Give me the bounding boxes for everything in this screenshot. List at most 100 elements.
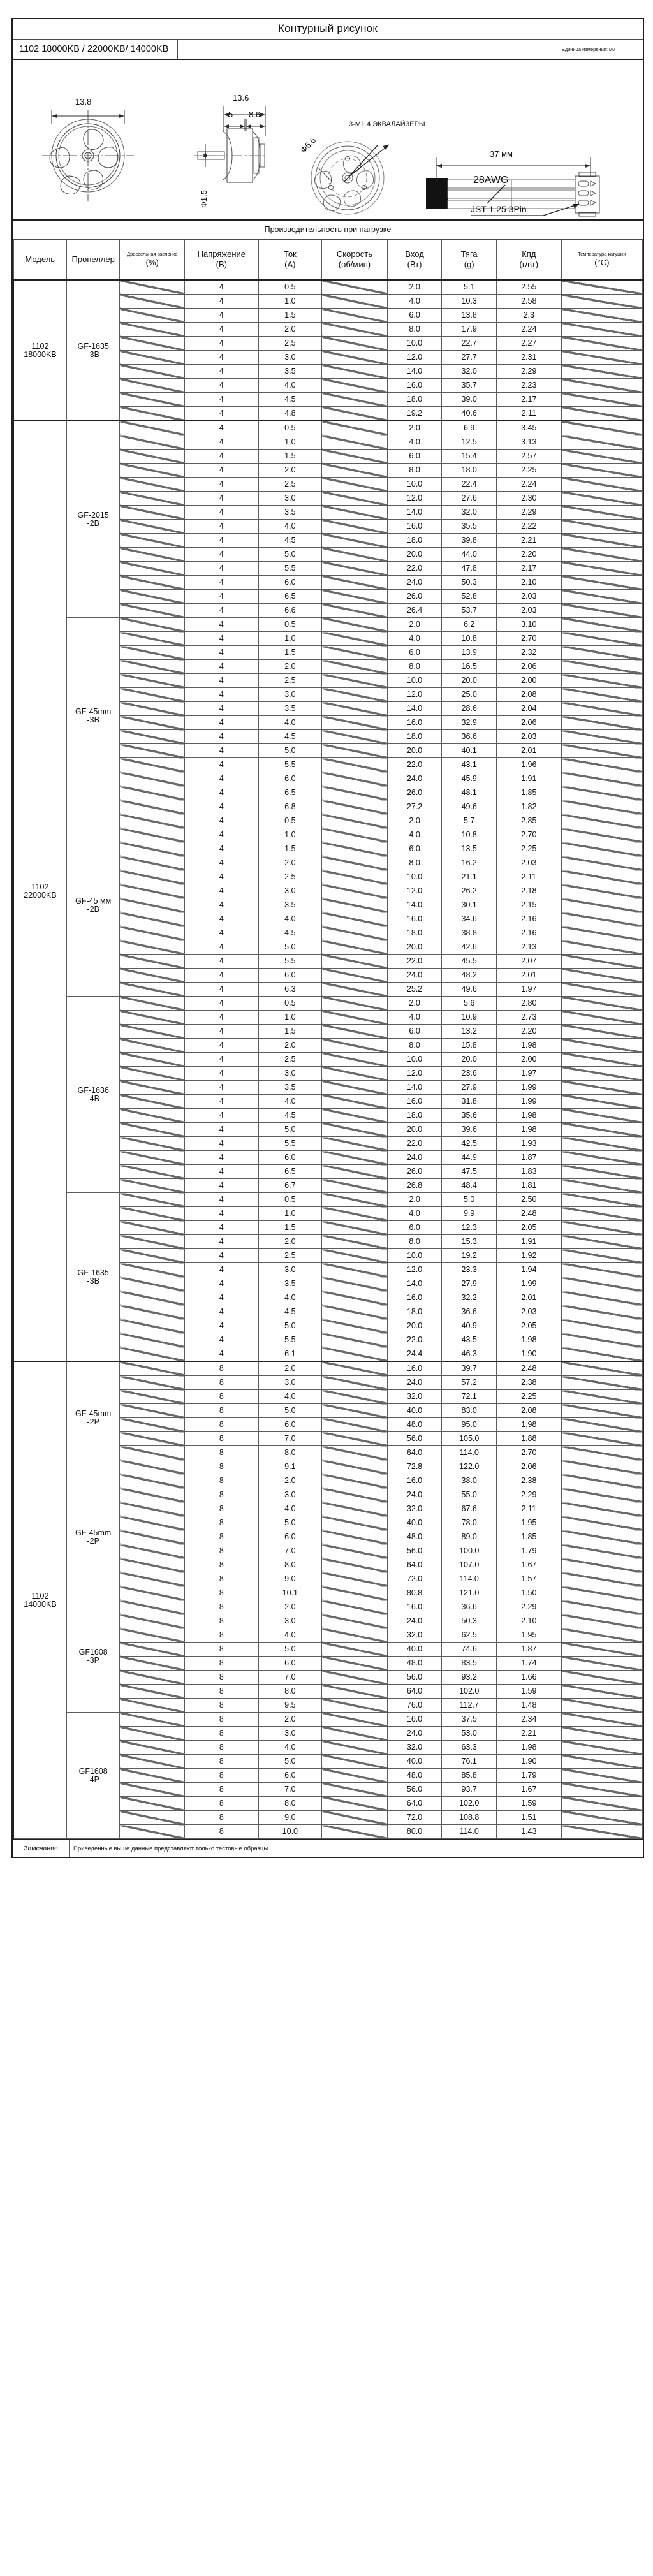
coil-temp-cell — [561, 1080, 643, 1095]
coil-temp-cell — [561, 1502, 643, 1516]
voltage-cell: 4 — [184, 420, 259, 435]
speed-cell — [321, 1670, 388, 1685]
voltage-cell: 4 — [184, 898, 259, 912]
speed-cell — [321, 1516, 388, 1530]
model-row: 1102 18000KB / 22000KB/ 14000KB Единица … — [13, 40, 643, 60]
input-power-cell: 12.0 — [386, 1066, 443, 1081]
thrust-cell: 49.6 — [441, 800, 497, 814]
label-dim-shaft-length: 5 — [228, 110, 233, 119]
input-power-cell: 32.0 — [386, 1740, 443, 1755]
efficiency-cell: 2.08 — [495, 1403, 562, 1418]
coil-temp-cell — [561, 1474, 643, 1488]
throttle-cell — [119, 449, 186, 464]
throttle-cell — [119, 1516, 186, 1530]
input-power-cell: 56.0 — [386, 1670, 443, 1685]
coil-temp-cell — [561, 336, 643, 351]
efficiency-cell: 2.58 — [495, 294, 562, 309]
input-power-cell: 12.0 — [386, 884, 443, 898]
thrust-cell: 18.0 — [441, 463, 497, 478]
voltage-cell: 8 — [184, 1474, 259, 1488]
efficiency-cell: 2.01 — [495, 743, 562, 758]
speed-cell — [321, 1810, 388, 1825]
speed-cell — [321, 884, 388, 898]
throttle-cell — [119, 1530, 186, 1544]
propeller-cell: GF-45 мм -2B — [66, 814, 121, 997]
voltage-cell: 4 — [184, 561, 259, 576]
throttle-cell — [119, 1796, 186, 1811]
throttle-cell — [119, 1740, 186, 1755]
throttle-cell — [119, 814, 186, 828]
thrust-cell: 22.4 — [441, 477, 497, 492]
input-power-cell: 40.0 — [386, 1516, 443, 1530]
input-power-cell: 10.0 — [386, 1248, 443, 1263]
table-row: 4 6.6 26.4 53.7 2.03 — [13, 603, 643, 618]
voltage-cell: 4 — [184, 1010, 259, 1025]
wire-harness — [426, 172, 600, 217]
current-cell: 6.0 — [258, 575, 323, 590]
voltage-cell: 4 — [184, 814, 259, 828]
voltage-cell: 4 — [184, 279, 259, 295]
speed-cell — [321, 715, 388, 730]
throttle-cell — [119, 1389, 186, 1404]
input-power-cell: 22.0 — [386, 954, 443, 969]
coil-temp-cell — [561, 954, 643, 969]
sheet-title: Контурный рисунок — [278, 22, 378, 34]
speed-cell — [321, 491, 388, 506]
current-cell: 6.5 — [258, 786, 323, 800]
efficiency-cell: 2.27 — [495, 336, 562, 351]
thrust-cell: 36.6 — [441, 729, 497, 744]
voltage-cell: 4 — [184, 491, 259, 506]
speed-cell — [321, 1600, 388, 1614]
thrust-cell: 44.0 — [441, 547, 497, 562]
input-power-cell: 12.0 — [386, 350, 443, 365]
efficiency-cell: 2.85 — [495, 814, 562, 828]
thrust-cell: 32.2 — [441, 1291, 497, 1305]
coil-temp-cell — [561, 1291, 643, 1305]
table-row: 4 2.0 8.0 15.3 1.91 — [13, 1234, 643, 1249]
throttle-cell — [119, 687, 186, 702]
motor-model-cell: 1102 18000KB — [12, 279, 67, 421]
speed-cell — [321, 589, 388, 604]
thrust-cell: 62.5 — [441, 1628, 497, 1643]
thrust-cell: 21.1 — [441, 870, 497, 884]
current-cell: 1.0 — [258, 1010, 323, 1025]
thrust-cell: 107.0 — [441, 1558, 497, 1572]
coil-temp-cell — [561, 1445, 643, 1460]
efficiency-cell: 1.87 — [495, 1150, 562, 1165]
dim-shaft-5 — [223, 119, 246, 131]
throttle-cell — [119, 1474, 186, 1488]
throttle-cell — [119, 1333, 186, 1347]
speed-cell — [321, 519, 388, 534]
table-row: 1102 14000KB GF-45mm -2P 8 2.0 16.0 39.7 2.48 — [12, 1361, 643, 1839]
throttle-cell — [119, 996, 186, 1011]
current-cell: 5.5 — [258, 1333, 323, 1347]
thrust-cell: 52.8 — [441, 589, 497, 604]
speed-cell — [321, 1698, 388, 1713]
column-header-unit: (об/мин) — [338, 259, 371, 269]
thrust-cell: 39.6 — [441, 1122, 497, 1137]
efficiency-cell: 2.07 — [495, 954, 562, 969]
coil-temp-cell — [561, 1600, 643, 1614]
table-row: 4 2.0 8.0 16.5 2.06 — [13, 659, 643, 674]
thrust-cell: 23.6 — [441, 1066, 497, 1081]
voltage-cell: 4 — [184, 1319, 259, 1333]
table-row: 8 9.0 72.0 108.8 1.51 — [13, 1810, 643, 1825]
throttle-cell — [119, 743, 186, 758]
table-row: GF-1635 -3B 4 0.5 2.0 5.0 2.50 — [13, 1192, 643, 1362]
voltage-cell: 4 — [184, 1305, 259, 1319]
coil-temp-cell — [561, 926, 643, 940]
input-power-cell: 6.0 — [386, 1220, 443, 1235]
efficiency-cell: 1.90 — [495, 1347, 562, 1362]
efficiency-cell: 1.98 — [495, 1038, 562, 1053]
input-power-cell: 26.0 — [386, 786, 443, 800]
current-cell: 1.5 — [258, 308, 323, 323]
throttle-cell — [119, 982, 186, 997]
input-power-cell: 24.0 — [386, 1488, 443, 1502]
thrust-cell: 100.0 — [441, 1544, 497, 1558]
throttle-cell — [119, 729, 186, 744]
current-cell: 0.5 — [258, 996, 323, 1011]
table-row: 4 2.5 10.0 22.7 2.27 — [13, 336, 643, 351]
efficiency-cell: 1.79 — [495, 1768, 562, 1783]
efficiency-cell: 2.20 — [495, 547, 562, 562]
table-row: 4 3.0 12.0 23.6 1.97 — [13, 1066, 643, 1081]
